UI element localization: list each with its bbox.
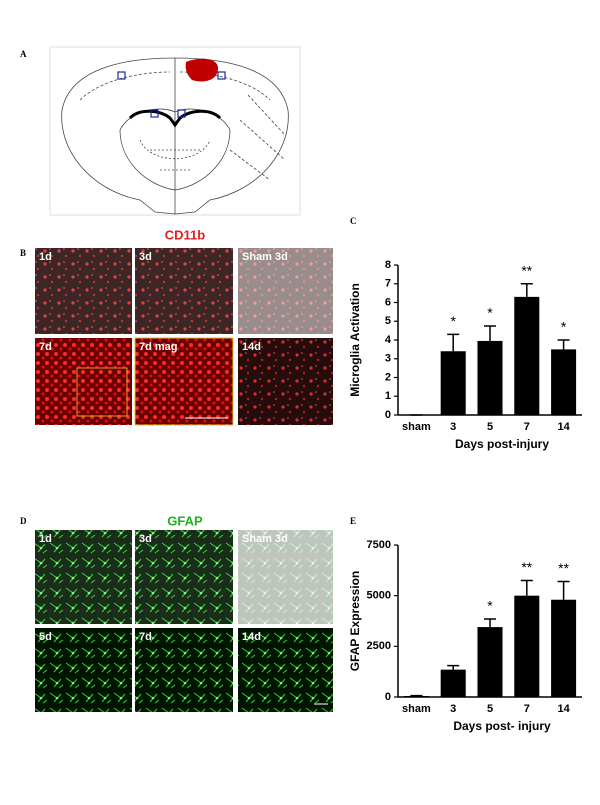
error-bar xyxy=(558,340,570,349)
bar xyxy=(551,600,576,697)
y-tick-label: 6 xyxy=(385,296,391,308)
x-tick-label: 7 xyxy=(524,421,530,433)
error-bar xyxy=(521,580,533,595)
bar xyxy=(551,349,576,415)
significance: ** xyxy=(558,560,569,576)
x-tick-label: 3 xyxy=(450,703,456,715)
x-axis-label: Days post- injury xyxy=(453,719,551,733)
bar xyxy=(477,627,502,697)
error-bar xyxy=(484,619,496,627)
image-label: 14d xyxy=(242,341,261,353)
stain-title: GFAP xyxy=(167,513,203,528)
x-tick-label: sham xyxy=(402,703,431,715)
panel-label: D xyxy=(20,516,27,526)
image-label: 1d xyxy=(39,251,52,263)
panel-label: C xyxy=(350,216,357,226)
y-tick-label: 2 xyxy=(385,371,391,383)
x-tick-label: 7 xyxy=(524,703,530,715)
image-label: Sham 3d xyxy=(242,533,288,545)
image-label: 3d xyxy=(139,533,152,545)
image-label: 7d mag xyxy=(139,341,178,353)
image-label: 7d xyxy=(139,631,152,643)
y-axis-label: Microglia Activation xyxy=(348,283,362,397)
y-axis-label: GFAP Expression xyxy=(348,571,362,671)
y-tick-label: 1 xyxy=(385,390,391,402)
image-label: Sham 3d xyxy=(242,251,288,263)
y-tick-label: 5 xyxy=(385,315,391,327)
error-bar xyxy=(521,284,533,297)
significance: * xyxy=(487,305,493,321)
y-tick-label: 0 xyxy=(385,691,391,703)
bar xyxy=(514,596,539,697)
y-tick-label: 3 xyxy=(385,353,391,365)
panel-label: E xyxy=(350,516,356,526)
y-tick-label: 5000 xyxy=(367,590,391,602)
x-tick-label: 14 xyxy=(557,703,570,715)
image-label: 1d xyxy=(39,533,52,545)
image-label: 3d xyxy=(139,251,152,263)
lesion xyxy=(186,59,218,82)
y-tick-label: 7 xyxy=(385,278,391,290)
stain-title: CD11b xyxy=(165,227,206,242)
panel-label: A xyxy=(20,49,27,59)
bar xyxy=(441,351,466,415)
x-axis-label: Days post-injury xyxy=(455,437,549,451)
y-tick-label: 4 xyxy=(385,334,392,346)
x-tick-label: 3 xyxy=(450,421,456,433)
bar xyxy=(441,670,466,697)
x-tick-label: 5 xyxy=(487,421,493,433)
bar xyxy=(514,297,539,415)
error-bar xyxy=(558,581,570,599)
x-tick-label: 5 xyxy=(487,703,493,715)
significance: * xyxy=(487,598,493,614)
bar xyxy=(477,341,502,415)
significance: * xyxy=(561,319,567,335)
panel-label: B xyxy=(20,248,26,258)
significance: * xyxy=(450,313,456,329)
x-tick-label: 14 xyxy=(557,421,570,433)
y-tick-label: 7500 xyxy=(367,539,391,551)
error-bar xyxy=(484,326,496,341)
error-bar xyxy=(447,334,459,351)
y-tick-label: 8 xyxy=(385,259,391,271)
image-label: 7d xyxy=(39,341,52,353)
image-label: 14d xyxy=(242,631,261,643)
y-tick-label: 0 xyxy=(385,409,391,421)
error-bar xyxy=(447,666,459,670)
image-label: 5d xyxy=(39,631,52,643)
y-tick-label: 2500 xyxy=(367,640,391,652)
significance: ** xyxy=(521,262,532,278)
x-tick-label: sham xyxy=(402,421,431,433)
significance: ** xyxy=(521,559,532,575)
